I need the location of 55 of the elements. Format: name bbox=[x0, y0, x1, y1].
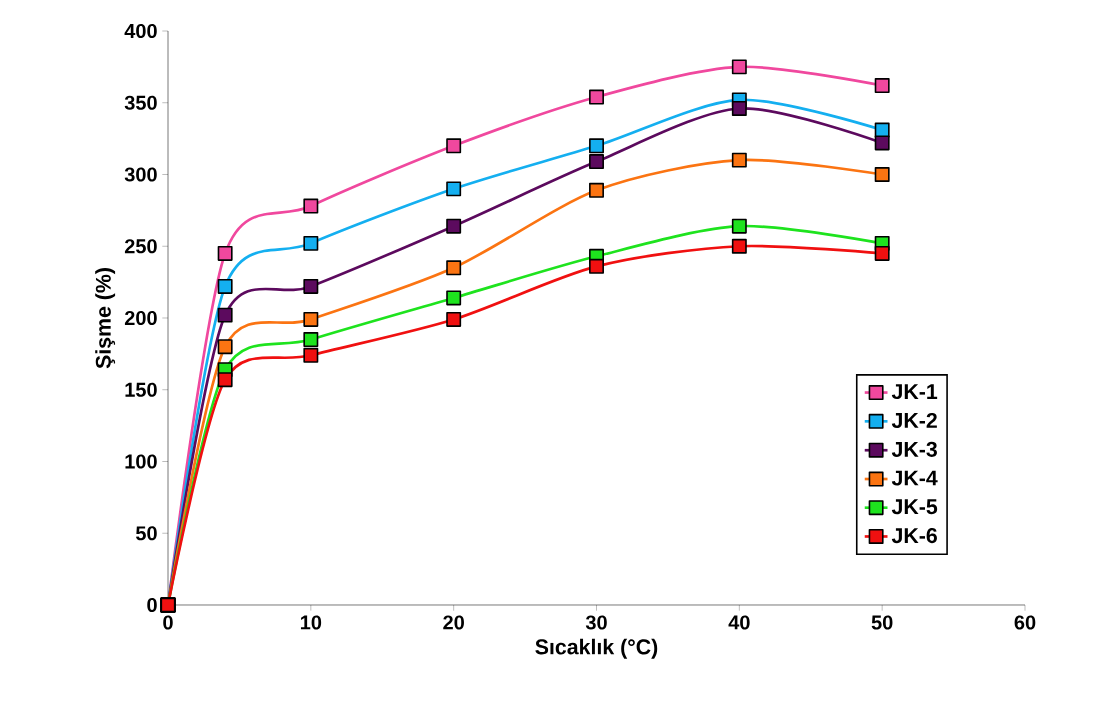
y-tick-label: 0 bbox=[147, 597, 157, 613]
x-tick-label: 40 bbox=[728, 615, 750, 630]
x-tick-label: 50 bbox=[871, 615, 893, 630]
legend-label: JK-6 bbox=[891, 528, 937, 544]
point bbox=[589, 182, 604, 198]
point bbox=[217, 278, 233, 294]
y-tick-label: 200 bbox=[124, 310, 157, 326]
y-tick-label: 350 bbox=[124, 95, 157, 110]
point bbox=[589, 258, 604, 274]
x-tick-label: 30 bbox=[585, 615, 607, 630]
point bbox=[874, 245, 890, 261]
legend-label: JK-4 bbox=[891, 470, 938, 486]
point bbox=[731, 101, 747, 116]
y-tick-label: 100 bbox=[125, 454, 157, 469]
point bbox=[446, 218, 462, 234]
point bbox=[731, 152, 747, 168]
point bbox=[731, 59, 747, 75]
point bbox=[217, 372, 233, 388]
point bbox=[874, 167, 890, 182]
point bbox=[446, 181, 462, 197]
legend-label: JK-5 bbox=[891, 499, 938, 515]
legend-label: JK-1 bbox=[891, 384, 938, 400]
x-tick-label: 20 bbox=[443, 615, 464, 630]
x-tick-label: 0 bbox=[163, 615, 173, 630]
point bbox=[217, 307, 233, 323]
point bbox=[446, 311, 462, 327]
y-tick-label: 50 bbox=[135, 526, 157, 541]
y-tick-label: 250 bbox=[124, 239, 157, 254]
point bbox=[731, 238, 747, 254]
point bbox=[303, 278, 319, 294]
y-axis-title: Şişme (%) bbox=[95, 268, 116, 369]
point bbox=[589, 154, 604, 170]
x-axis-title: Sıcaklık (°C) bbox=[535, 638, 658, 659]
y-tick-label: 400 bbox=[124, 23, 157, 39]
x-tick-label: 60 bbox=[1014, 615, 1036, 630]
point bbox=[446, 138, 462, 154]
point bbox=[731, 218, 747, 234]
point bbox=[303, 198, 319, 214]
point bbox=[589, 138, 604, 154]
point bbox=[446, 290, 462, 306]
point bbox=[303, 332, 319, 347]
point bbox=[303, 347, 319, 363]
point bbox=[303, 311, 319, 327]
point bbox=[589, 89, 604, 105]
point bbox=[303, 235, 319, 251]
point bbox=[217, 245, 233, 261]
point bbox=[874, 135, 890, 151]
y-tick-label: 300 bbox=[124, 167, 157, 182]
legend-label: JK-2 bbox=[891, 412, 937, 428]
x-tick-label: 10 bbox=[300, 615, 322, 630]
point bbox=[217, 339, 233, 355]
point bbox=[446, 260, 462, 276]
legend-label: JK-3 bbox=[891, 441, 937, 457]
y-tick-label: 150 bbox=[125, 382, 157, 397]
point bbox=[874, 78, 890, 93]
